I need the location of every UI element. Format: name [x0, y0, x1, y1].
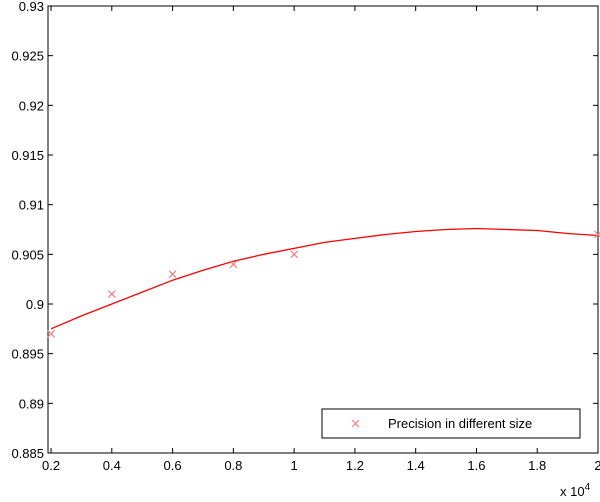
x-tick-label: 1.4	[407, 458, 425, 473]
y-tick-label: 0.91	[19, 198, 44, 213]
x-tick-label: 0.6	[164, 458, 182, 473]
y-tick-label: 0.92	[19, 98, 44, 113]
x-tick-label: 0.8	[224, 458, 242, 473]
x-tick-label: 0.2	[42, 458, 60, 473]
fit-curve-layer	[50, 227, 599, 330]
y-tick-label: 0.885	[11, 446, 44, 461]
data-point	[229, 260, 238, 269]
x-tick-label: 1.2	[346, 458, 364, 473]
data-point	[168, 270, 177, 279]
x-axis: 0.2 0.4 0.6 0.8 1 1.2 1.4 1.6 1.8 2	[42, 6, 600, 473]
data-point	[594, 230, 600, 239]
data-point	[107, 290, 116, 298]
legend-label: Precision in different size	[388, 416, 532, 431]
fit-curve	[50, 227, 599, 330]
data-point	[47, 329, 55, 338]
y-tick-label: 0.915	[11, 148, 44, 163]
y-tick-label: 0.905	[11, 247, 44, 262]
y-tick-label: 0.925	[11, 49, 44, 64]
legend-box	[321, 408, 581, 439]
data-point	[290, 250, 299, 259]
y-tick-label: 0.895	[11, 347, 44, 362]
legend-marker	[351, 419, 360, 428]
y-tick-label: 0.9	[26, 297, 44, 312]
y-axis: 0.885 0.89 0.895 0.9 0.905 0.91 0.915 0.92 0.925…	[11, 0, 598, 461]
data-points-layer	[47, 230, 600, 338]
x-tick-label: 2	[594, 458, 600, 473]
y-tick-label: 0.93	[19, 0, 44, 14]
y-tick-label: 0.89	[19, 396, 44, 411]
x-tick-label: 1.6	[467, 458, 485, 473]
x-tick-label: 0.4	[103, 458, 121, 473]
x-multiplier-exponent: 4	[585, 482, 591, 493]
legend: Precision in different size	[321, 408, 581, 439]
x-multiplier-label: x 104	[560, 482, 591, 499]
x-tick-label: 1.8	[528, 458, 546, 473]
x-tick-label: 1	[291, 458, 298, 473]
